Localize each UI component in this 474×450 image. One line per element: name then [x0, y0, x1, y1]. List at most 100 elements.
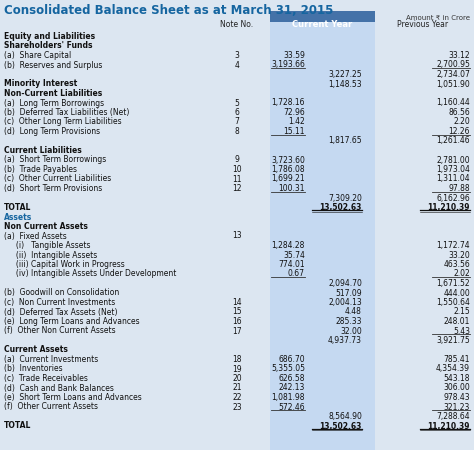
Text: 5,355.05: 5,355.05 — [271, 364, 305, 373]
Text: 12.26: 12.26 — [448, 127, 470, 136]
Text: 12: 12 — [232, 184, 242, 193]
Text: 2,700.95: 2,700.95 — [436, 60, 470, 69]
Text: 3,193.66: 3,193.66 — [271, 60, 305, 69]
Text: 72.96: 72.96 — [283, 108, 305, 117]
Text: (b)  Inventories: (b) Inventories — [4, 364, 63, 373]
Text: 242.13: 242.13 — [279, 383, 305, 392]
Text: 32.00: 32.00 — [340, 327, 362, 336]
Text: (f)  Other Non Current Assets: (f) Other Non Current Assets — [4, 327, 116, 336]
Text: 14: 14 — [232, 298, 242, 307]
Text: 785.41: 785.41 — [444, 355, 470, 364]
Text: 1,051.90: 1,051.90 — [436, 80, 470, 89]
Text: (ii)  Intangible Assets: (ii) Intangible Assets — [4, 251, 97, 260]
Text: (e)  Long Term Loans and Advances: (e) Long Term Loans and Advances — [4, 317, 140, 326]
Text: Minority Interest: Minority Interest — [4, 80, 77, 89]
Text: 7: 7 — [235, 117, 239, 126]
Text: 3,921.75: 3,921.75 — [436, 336, 470, 345]
Text: 13: 13 — [232, 231, 242, 240]
Text: 3: 3 — [235, 51, 239, 60]
Text: 543.18: 543.18 — [444, 374, 470, 383]
Text: 3,227.25: 3,227.25 — [328, 70, 362, 79]
Text: (b)  Goodwill on Consolidation: (b) Goodwill on Consolidation — [4, 288, 119, 297]
Text: 23: 23 — [232, 402, 242, 411]
Text: Non-Current Liabilities: Non-Current Liabilities — [4, 89, 102, 98]
Text: (e)  Short Term Loans and Advances: (e) Short Term Loans and Advances — [4, 393, 142, 402]
Text: 19: 19 — [232, 364, 242, 373]
Text: 4,354.39: 4,354.39 — [436, 364, 470, 373]
Text: 21: 21 — [232, 383, 242, 392]
Text: (a)  Short Term Borrowings: (a) Short Term Borrowings — [4, 156, 106, 165]
Text: 1,786.08: 1,786.08 — [272, 165, 305, 174]
Text: 1,817.65: 1,817.65 — [328, 136, 362, 145]
Text: (c)  Other Long Term Liabilities: (c) Other Long Term Liabilities — [4, 117, 122, 126]
Text: 517.09: 517.09 — [336, 288, 362, 297]
Text: 2,004.13: 2,004.13 — [328, 298, 362, 307]
Text: 5: 5 — [235, 99, 239, 108]
Text: 4.48: 4.48 — [345, 307, 362, 316]
Text: 4,937.73: 4,937.73 — [328, 336, 362, 345]
Text: Equity and Liabilities: Equity and Liabilities — [4, 32, 95, 41]
Text: 16: 16 — [232, 317, 242, 326]
Text: 11: 11 — [232, 175, 242, 184]
Text: 978.43: 978.43 — [443, 393, 470, 402]
Text: 33.59: 33.59 — [283, 51, 305, 60]
Text: 18: 18 — [232, 355, 242, 364]
Text: 1,973.04: 1,973.04 — [436, 165, 470, 174]
Text: 7,309.20: 7,309.20 — [328, 194, 362, 202]
Text: 2,094.70: 2,094.70 — [328, 279, 362, 288]
Text: 100.31: 100.31 — [279, 184, 305, 193]
Text: Note No.: Note No. — [220, 20, 254, 29]
Text: 285.33: 285.33 — [336, 317, 362, 326]
Text: 11,210.39: 11,210.39 — [428, 422, 470, 431]
Text: 774.01: 774.01 — [278, 260, 305, 269]
Text: 13,502.63: 13,502.63 — [319, 203, 362, 212]
Text: (d)  Short Term Provisions: (d) Short Term Provisions — [4, 184, 102, 193]
Text: Assets: Assets — [4, 212, 32, 221]
Text: (c)  Trade Receivables: (c) Trade Receivables — [4, 374, 88, 383]
Text: 3,723.60: 3,723.60 — [271, 156, 305, 165]
Text: (d)  Cash and Bank Balances: (d) Cash and Bank Balances — [4, 383, 114, 392]
Text: 2,781.00: 2,781.00 — [437, 156, 470, 165]
Text: (iii) Capital Work in Progress: (iii) Capital Work in Progress — [4, 260, 125, 269]
Text: 1,671.52: 1,671.52 — [437, 279, 470, 288]
Text: 2.20: 2.20 — [453, 117, 470, 126]
Text: 1,148.53: 1,148.53 — [328, 80, 362, 89]
Text: (f)  Other Current Assets: (f) Other Current Assets — [4, 402, 98, 411]
Text: (a)  Long Term Borrowings: (a) Long Term Borrowings — [4, 99, 104, 108]
Text: 686.70: 686.70 — [278, 355, 305, 364]
Text: Consolidated Balance Sheet as at March 31, 2015: Consolidated Balance Sheet as at March 3… — [4, 4, 333, 17]
Text: 22: 22 — [232, 393, 242, 402]
Text: (i)   Tangible Assets: (i) Tangible Assets — [4, 241, 91, 250]
Text: 2,734.07: 2,734.07 — [436, 70, 470, 79]
Bar — [270, 11, 375, 22]
Text: 35.74: 35.74 — [283, 251, 305, 260]
Text: 248.01: 248.01 — [444, 317, 470, 326]
Text: 1,261.46: 1,261.46 — [437, 136, 470, 145]
Text: 15.11: 15.11 — [283, 127, 305, 136]
Text: 1.42: 1.42 — [288, 117, 305, 126]
Text: (b)  Reserves and Surplus: (b) Reserves and Surplus — [4, 60, 102, 69]
Text: (a)  Share Capital: (a) Share Capital — [4, 51, 71, 60]
Text: Current Year: Current Year — [292, 20, 353, 29]
Bar — [270, 21, 375, 450]
Text: (b)  Deferred Tax Liabilities (Net): (b) Deferred Tax Liabilities (Net) — [4, 108, 129, 117]
Text: TOTAL: TOTAL — [4, 203, 31, 212]
Text: 1,728.16: 1,728.16 — [272, 99, 305, 108]
Text: 13,502.63: 13,502.63 — [319, 422, 362, 431]
Text: 6: 6 — [235, 108, 239, 117]
Text: 17: 17 — [232, 327, 242, 336]
Text: 8,564.90: 8,564.90 — [328, 412, 362, 421]
Text: 2.15: 2.15 — [453, 307, 470, 316]
Text: 1,284.28: 1,284.28 — [272, 241, 305, 250]
Text: (b)  Trade Payables: (b) Trade Payables — [4, 165, 77, 174]
Text: 444.00: 444.00 — [443, 288, 470, 297]
Text: 6,162.96: 6,162.96 — [436, 194, 470, 202]
Text: 97.88: 97.88 — [448, 184, 470, 193]
Text: Amount ₹ in Crore: Amount ₹ in Crore — [406, 15, 470, 21]
Text: Current Assets: Current Assets — [4, 346, 68, 355]
Text: (iv) Intangible Assets Under Development: (iv) Intangible Assets Under Development — [4, 270, 176, 279]
Text: TOTAL: TOTAL — [4, 422, 31, 431]
Text: 7,288.64: 7,288.64 — [437, 412, 470, 421]
Text: Current Liabilities: Current Liabilities — [4, 146, 82, 155]
Text: 1,172.74: 1,172.74 — [437, 241, 470, 250]
